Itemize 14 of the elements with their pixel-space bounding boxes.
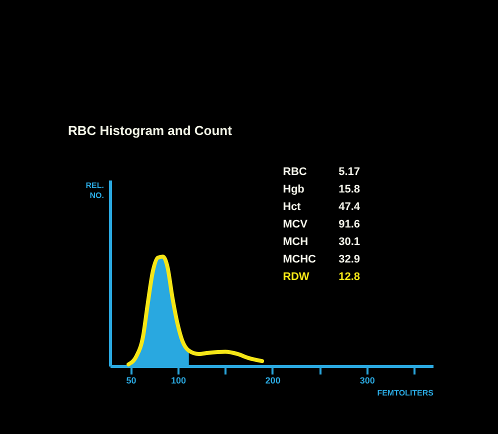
- text: Hgb 15.8: [283, 184, 360, 196]
- text: Hct 47.4: [283, 201, 360, 213]
- x-axis-title: FEMTOLITERS: [377, 388, 434, 398]
- chart-title: RBC Histogram and Count: [68, 123, 233, 138]
- text: REL. NO.: [86, 181, 104, 200]
- x-tick-label: 50: [126, 376, 136, 386]
- text: RBC 5.17: [283, 166, 360, 178]
- text: MCH 30.1: [283, 236, 360, 248]
- x-tick-label: 200: [265, 376, 280, 386]
- x-tick-label: 100: [170, 376, 186, 386]
- x-tick-label: 300: [360, 376, 375, 386]
- text: MCHC 32.9: [283, 254, 360, 266]
- text: MCV 91.6: [283, 218, 360, 230]
- text: RDW 12.8: [283, 271, 360, 283]
